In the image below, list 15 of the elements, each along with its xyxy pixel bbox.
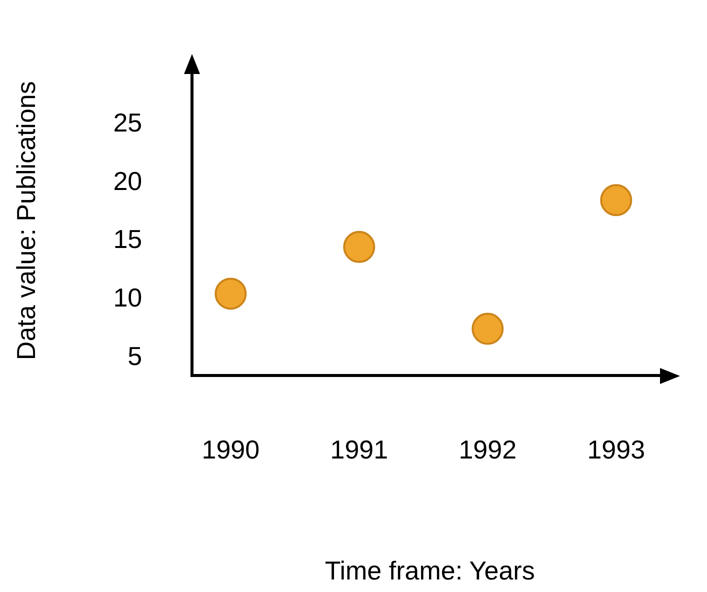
y-tick-label: 15 [113,224,142,254]
y-tick-label: 5 [128,341,142,372]
x-tick-label: 1990 [202,434,260,464]
point [343,230,376,263]
x-axis-title: Time frame: Years [324,556,535,586]
point [214,278,247,310]
point [600,184,632,216]
x-tick-label: 1992 [458,434,517,464]
point [472,312,504,345]
x-tick-label: 1991 [330,434,388,464]
y-tick-label: 25 [113,107,142,138]
y-tick-label: 20 [113,166,142,196]
y-tick-label: 10 [113,282,142,313]
x-tick-label: 1993 [587,434,646,464]
y-axis-title: Data value: Publications [10,81,41,360]
